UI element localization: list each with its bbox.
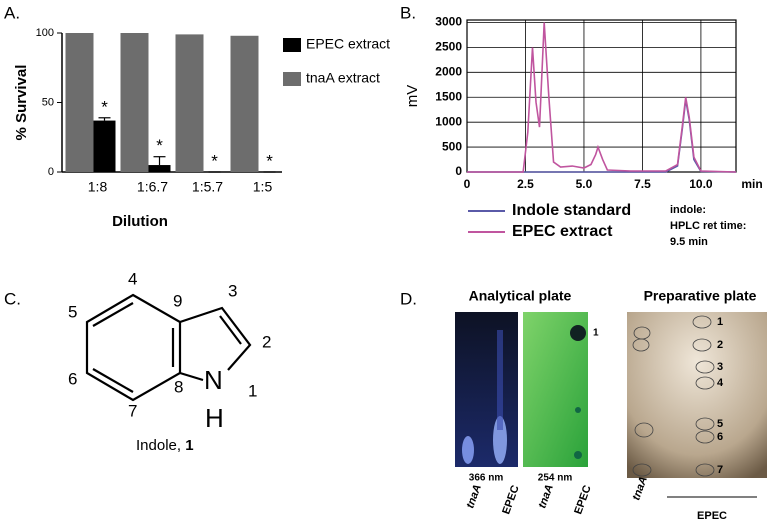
y-tick-label: 100	[36, 27, 54, 39]
atom-number: 4	[128, 269, 137, 288]
spot-label: 1	[717, 316, 723, 328]
plate-spot	[462, 436, 474, 464]
data-line	[467, 22, 737, 173]
legend-label: EPEC extract	[512, 223, 613, 240]
atom-number: 9	[173, 291, 182, 310]
bond	[179, 371, 204, 382]
plot-frame	[466, 19, 737, 173]
pyrrole-bonds	[179, 306, 252, 371]
bar	[230, 35, 259, 172]
x-axis-label: min	[741, 177, 762, 191]
x-tick-label: 5.0	[576, 177, 593, 191]
x-tick-label: 1:6.7	[137, 179, 168, 195]
significance-marker: *	[211, 151, 218, 170]
spot-label: 4	[717, 377, 724, 389]
bar	[148, 165, 171, 172]
x-tick-label: 0	[464, 177, 471, 191]
spot-label: 3	[717, 361, 723, 373]
legend-label: EPEC extract	[306, 36, 390, 52]
lane-label: tnaA	[536, 483, 556, 510]
spot-label: 7	[717, 464, 723, 476]
atom-number: 6	[68, 369, 77, 388]
plate-spot	[574, 451, 582, 459]
y-tick-label: 1500	[435, 89, 462, 103]
x-tick-label: 7.5	[634, 177, 651, 191]
y-tick-label: 0	[48, 166, 54, 178]
bar	[65, 33, 94, 172]
spot-label: 6	[717, 431, 723, 443]
y-axis-label: % Survival	[13, 65, 30, 141]
wavelength: 254 nm	[538, 473, 573, 484]
lane-label: EPEC	[500, 484, 522, 516]
atom-number: 5	[68, 302, 77, 321]
spot-circles	[632, 315, 715, 477]
x-tick-label: 1:8	[88, 179, 108, 195]
y-axis-label: mV	[404, 85, 421, 108]
panel-label: B.	[400, 3, 416, 22]
x-tick-label: 2.5	[517, 177, 534, 191]
significance-marker: *	[266, 151, 273, 170]
y-tick-label: 2500	[435, 40, 462, 54]
double-bond	[92, 368, 134, 393]
significance-marker: *	[156, 136, 163, 155]
spot-label: 2	[717, 339, 723, 351]
lane-label: tnaA	[630, 475, 650, 502]
bar	[93, 120, 116, 172]
panel-label: C.	[4, 289, 21, 308]
atom-number: 3	[228, 281, 237, 300]
double-bond	[219, 315, 242, 345]
y-tick-label: 3000	[435, 15, 462, 29]
atom-number: 1	[248, 381, 257, 400]
x-tick-label: 1:5	[253, 179, 273, 195]
atom-number: 2	[262, 332, 271, 351]
y-tick-label: 2000	[435, 64, 462, 78]
legend-label: Indole standard	[512, 202, 631, 219]
spot-label: 1	[593, 328, 599, 339]
y-tick-label: 0	[455, 164, 462, 178]
atom-label: N	[204, 365, 223, 395]
plate-spot	[570, 325, 586, 341]
benzene-ring	[85, 293, 182, 402]
plate-spot	[575, 407, 581, 413]
annotation: 9.5 min	[670, 236, 708, 248]
atom-label: H	[205, 403, 224, 433]
indole-structure	[85, 293, 252, 402]
atom-number: 8	[174, 377, 183, 396]
bar	[175, 34, 204, 172]
caption-name: Indole,	[136, 437, 181, 454]
lane-label: tnaA	[464, 483, 484, 510]
plate-spot	[493, 416, 507, 464]
y-tick-label: 50	[42, 96, 54, 108]
lane-label: EPEC	[572, 484, 594, 516]
significance-marker: *	[101, 97, 108, 116]
plate-title: Analytical plate	[469, 288, 572, 304]
y-tick-label: 500	[442, 139, 462, 153]
compound-number: 1	[185, 437, 193, 454]
plate-streak	[497, 330, 503, 430]
panel-label: D.	[400, 289, 417, 308]
x-tick-label: 1:5.7	[192, 179, 223, 195]
annotation: indole:	[670, 204, 706, 216]
double-bond	[92, 302, 134, 327]
x-tick-label: 10.0	[689, 177, 713, 191]
atom-number: 7	[128, 401, 137, 420]
legend-label: tnaA extract	[306, 70, 380, 86]
atom-numbers: 1 2 3 4 5 6 7 8 9	[68, 269, 271, 420]
spot-labels: 1 2 3 4 56 7	[717, 316, 724, 476]
bar	[120, 33, 149, 172]
wavelength: 366 nm	[469, 473, 504, 484]
spot-label: 5	[717, 418, 723, 430]
plate-title: Preparative plate	[644, 288, 757, 304]
lane-label: EPEC	[697, 510, 727, 522]
compound-caption: Indole, 1	[136, 437, 194, 454]
annotation: HPLC ret time:	[670, 220, 746, 232]
x-axis-label: Dilution	[112, 213, 168, 230]
y-tick-label: 1000	[435, 114, 462, 128]
panel-label: A.	[4, 3, 20, 22]
legend-swatch	[283, 72, 301, 86]
legend-swatch	[283, 38, 301, 52]
